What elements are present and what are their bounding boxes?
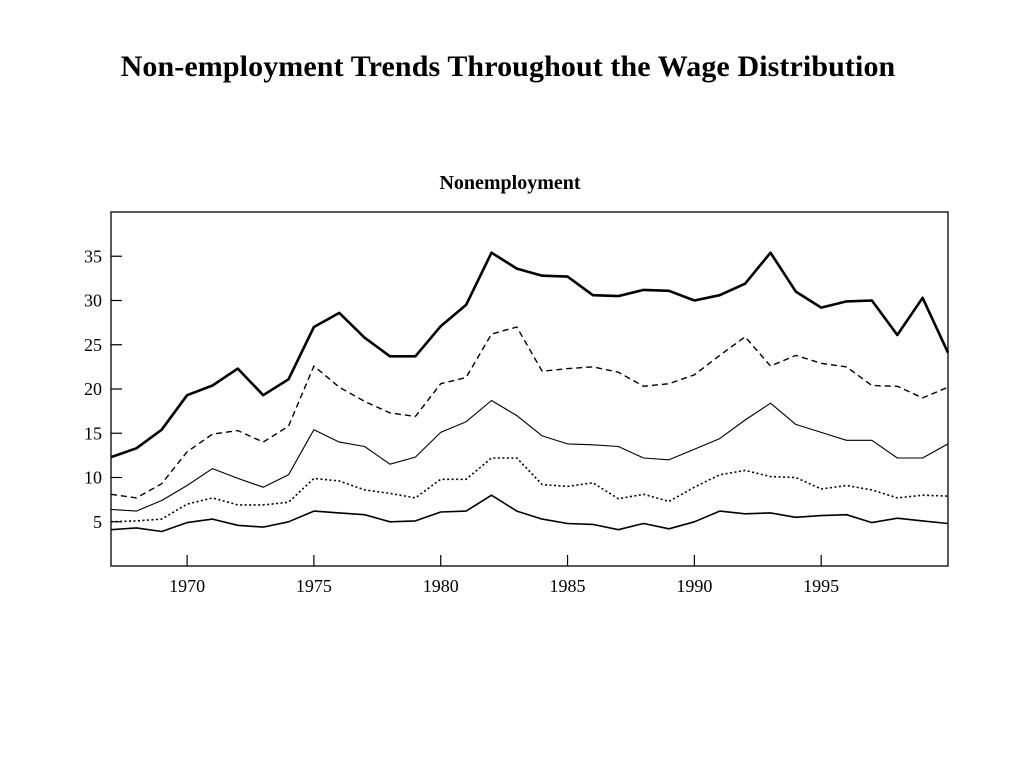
plot-frame	[110, 211, 949, 567]
x-tick-label: 1995	[803, 576, 839, 596]
x-tick-label: 1980	[423, 576, 459, 596]
series-line-5	[110, 494, 949, 533]
series-line-2	[110, 326, 949, 499]
x-tick-label: 1985	[550, 576, 586, 596]
y-tick-label: 15	[84, 423, 102, 443]
series-line-1	[110, 251, 950, 459]
y-tick-label: 25	[84, 335, 102, 355]
x-tick-label: 1970	[169, 576, 205, 596]
y-tick-label: 35	[84, 246, 102, 266]
slide-title: Non-employment Trends Throughout the Wag…	[120, 50, 896, 83]
x-tick-label: 1990	[676, 576, 712, 596]
y-tick-label: 5	[93, 512, 102, 532]
series-line-3	[110, 399, 949, 512]
series-line-4	[110, 457, 949, 523]
x-tick-label: 1975	[296, 576, 332, 596]
y-tick-label: 20	[84, 379, 102, 399]
y-tick-label: 30	[84, 291, 102, 311]
chart-title: Nonemployment	[439, 172, 580, 194]
y-tick-label: 10	[84, 468, 102, 488]
